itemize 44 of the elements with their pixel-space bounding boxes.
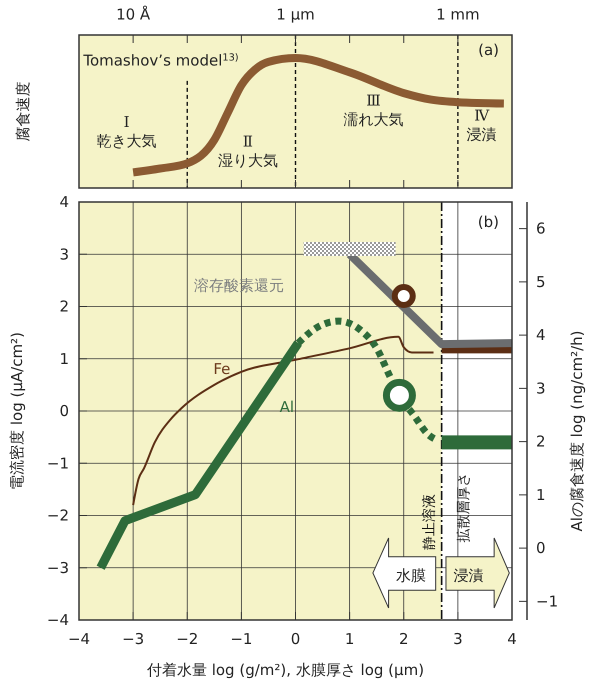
- annotation: Ⅱ 湿り大気: [218, 132, 278, 170]
- annotation: 浸漬: [454, 566, 484, 585]
- x-tick-label: 2: [398, 630, 409, 648]
- x-tick-label: −2: [176, 630, 198, 648]
- y-tick-label: −2: [46, 506, 69, 524]
- y2-tick-label: 6: [536, 220, 546, 238]
- y-tick-label: −4: [46, 611, 69, 629]
- annotation: Ⅲ 濡れ大気: [343, 91, 404, 128]
- y-tick-label: 1: [59, 350, 69, 368]
- x-tick-label: 3: [453, 630, 463, 648]
- x-tick-label: −1: [230, 630, 252, 648]
- y2-tick-label: 0: [536, 539, 546, 558]
- x-tick-label: 0: [290, 630, 300, 648]
- y2-tick-label: 5: [536, 272, 546, 291]
- annotation: Ⅰ 乾き大気: [96, 112, 157, 150]
- text: 1 mm: [436, 6, 480, 24]
- x-tick-label: −3: [122, 630, 144, 648]
- annotation: (a): [478, 40, 500, 59]
- y-tick-label: 2: [59, 298, 69, 316]
- x-tick-label: 4: [507, 630, 517, 648]
- y2-tick-label: 1: [536, 486, 546, 504]
- y-tick-label: 3: [59, 245, 69, 264]
- annotation: Tomashov’s model$^{13)}$: [82, 52, 239, 70]
- text: 1 µm: [276, 6, 315, 24]
- y-tick-label: 0: [59, 402, 69, 420]
- y2-axis-title: Alの腐食速度 log (ng/cm²/h): [568, 330, 586, 532]
- y2-tick-label: 2: [536, 432, 546, 451]
- x-axis-title: 付着水量 log (g/m²), 水膜厚さ log (µm): [146, 661, 424, 679]
- y2-tick-label: −1: [536, 592, 558, 610]
- annotation: 水膜: [396, 566, 426, 585]
- y-tick-label: −1: [46, 454, 69, 472]
- annotation: Fe: [213, 360, 230, 378]
- text: 10 Å: [116, 6, 151, 24]
- annotation: (b): [478, 213, 500, 232]
- y-axis-title: 電流密度 log (µA/cm²): [8, 332, 26, 490]
- y2-tick-label: 3: [536, 379, 546, 398]
- y-tick-label: 4: [59, 193, 69, 211]
- ref-line-label: 静止溶液: [422, 494, 438, 550]
- y-axis-title: 腐食速度: [14, 82, 32, 142]
- annotation: 拡散層厚さ: [456, 472, 472, 543]
- x-tick-label: 1: [344, 630, 354, 648]
- y-tick-label: −3: [46, 558, 69, 577]
- annotation: Ⅳ 浸漬: [466, 106, 497, 144]
- y2-tick-label: 4: [536, 326, 546, 344]
